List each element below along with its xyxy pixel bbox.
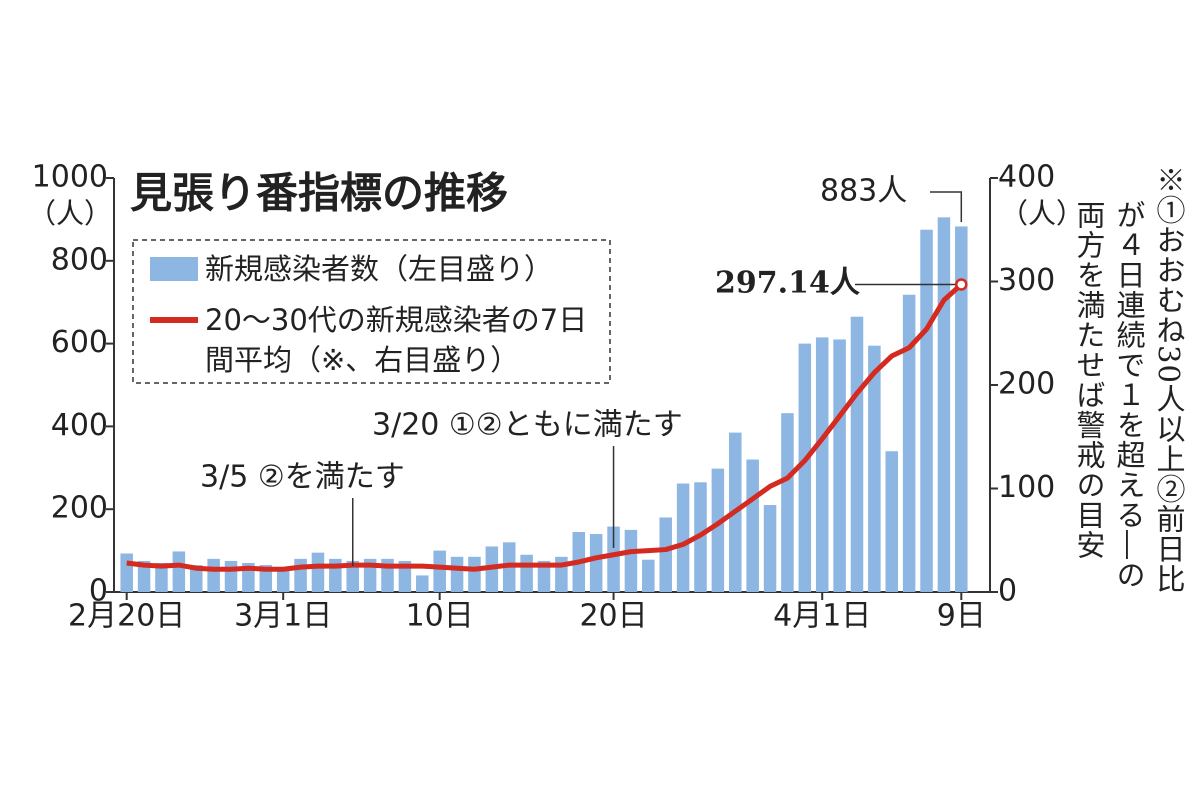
bar	[746, 459, 759, 592]
bar	[589, 534, 603, 592]
bar	[711, 468, 725, 592]
x-tick-label: 10日	[406, 599, 474, 634]
bar	[642, 559, 655, 592]
bar	[520, 554, 533, 592]
y-tick-label: 400	[51, 408, 108, 443]
annotation: 3/5 ②を満たす	[200, 460, 405, 495]
legend-label: 新規感染者数（左目盛り）	[205, 252, 554, 286]
bar	[763, 505, 777, 592]
bar	[624, 529, 638, 592]
bar	[450, 556, 464, 592]
bar	[120, 553, 133, 592]
note-line: ※①おおむね30人以上②前日比	[1152, 165, 1186, 594]
annotation-leader	[930, 191, 963, 222]
y2-tick-label: 100	[998, 470, 1055, 505]
chart-title: 見張り番指標の推移	[130, 169, 508, 218]
y-tick-label: 200	[51, 491, 108, 526]
end-marker	[955, 278, 968, 291]
y2-tick-label: 400	[998, 160, 1055, 195]
note-line: が４日連続で１を超える―の	[1112, 200, 1146, 590]
note-line: 両方を満たせば警戒の目安	[1072, 200, 1106, 560]
bar	[833, 339, 846, 592]
bar	[815, 337, 829, 592]
bar	[259, 565, 273, 592]
legend-swatch-bar	[150, 257, 198, 281]
bar	[468, 556, 481, 592]
annotation: 883人	[820, 174, 907, 209]
bar	[868, 345, 881, 592]
bar	[172, 551, 186, 592]
x-tick-label: 4月1日	[773, 599, 871, 634]
bar	[433, 550, 446, 592]
legend-label: 20～30代の新規感染者の7日間平均（※、右目盛り）	[205, 303, 588, 377]
bar	[189, 565, 203, 592]
bar	[659, 517, 672, 592]
bar	[294, 558, 307, 592]
y-tick-label: 800	[51, 242, 108, 277]
bar	[676, 483, 690, 592]
y-unit: （人）	[28, 197, 112, 230]
annotation: 297.14人	[715, 265, 860, 300]
y2-tick-label: 200	[998, 367, 1055, 402]
bar	[155, 563, 168, 592]
bar	[207, 558, 220, 592]
bar	[885, 451, 899, 592]
bar	[137, 560, 151, 592]
bar	[955, 226, 968, 593]
annotation: 3/20 ①②ともに満たす	[372, 408, 683, 443]
bar	[311, 552, 325, 592]
bar	[607, 526, 620, 592]
x-tick-label: 20日	[579, 599, 647, 634]
y-tick-label: 0	[89, 574, 108, 609]
bar	[781, 413, 794, 592]
bar	[902, 294, 916, 592]
bar	[850, 316, 864, 592]
bar	[937, 217, 951, 592]
x-tick-label: 2月20日	[68, 599, 185, 634]
y2-unit: （人）	[1000, 197, 1084, 230]
bar	[416, 575, 429, 592]
x-tick-label: 9日	[937, 599, 986, 634]
line	[126, 282, 963, 572]
bar	[537, 560, 551, 592]
bar	[224, 560, 238, 592]
bar	[346, 560, 359, 592]
x-tick-label: 3月1日	[234, 599, 332, 634]
bar	[798, 343, 812, 592]
legend-box	[132, 239, 611, 384]
y2-tick-label: 0	[998, 574, 1017, 609]
bar	[276, 567, 290, 592]
y2-tick-label: 300	[998, 263, 1055, 298]
y-tick-label: 1000	[32, 160, 108, 195]
y-tick-label: 600	[51, 325, 108, 360]
bar	[398, 560, 412, 592]
